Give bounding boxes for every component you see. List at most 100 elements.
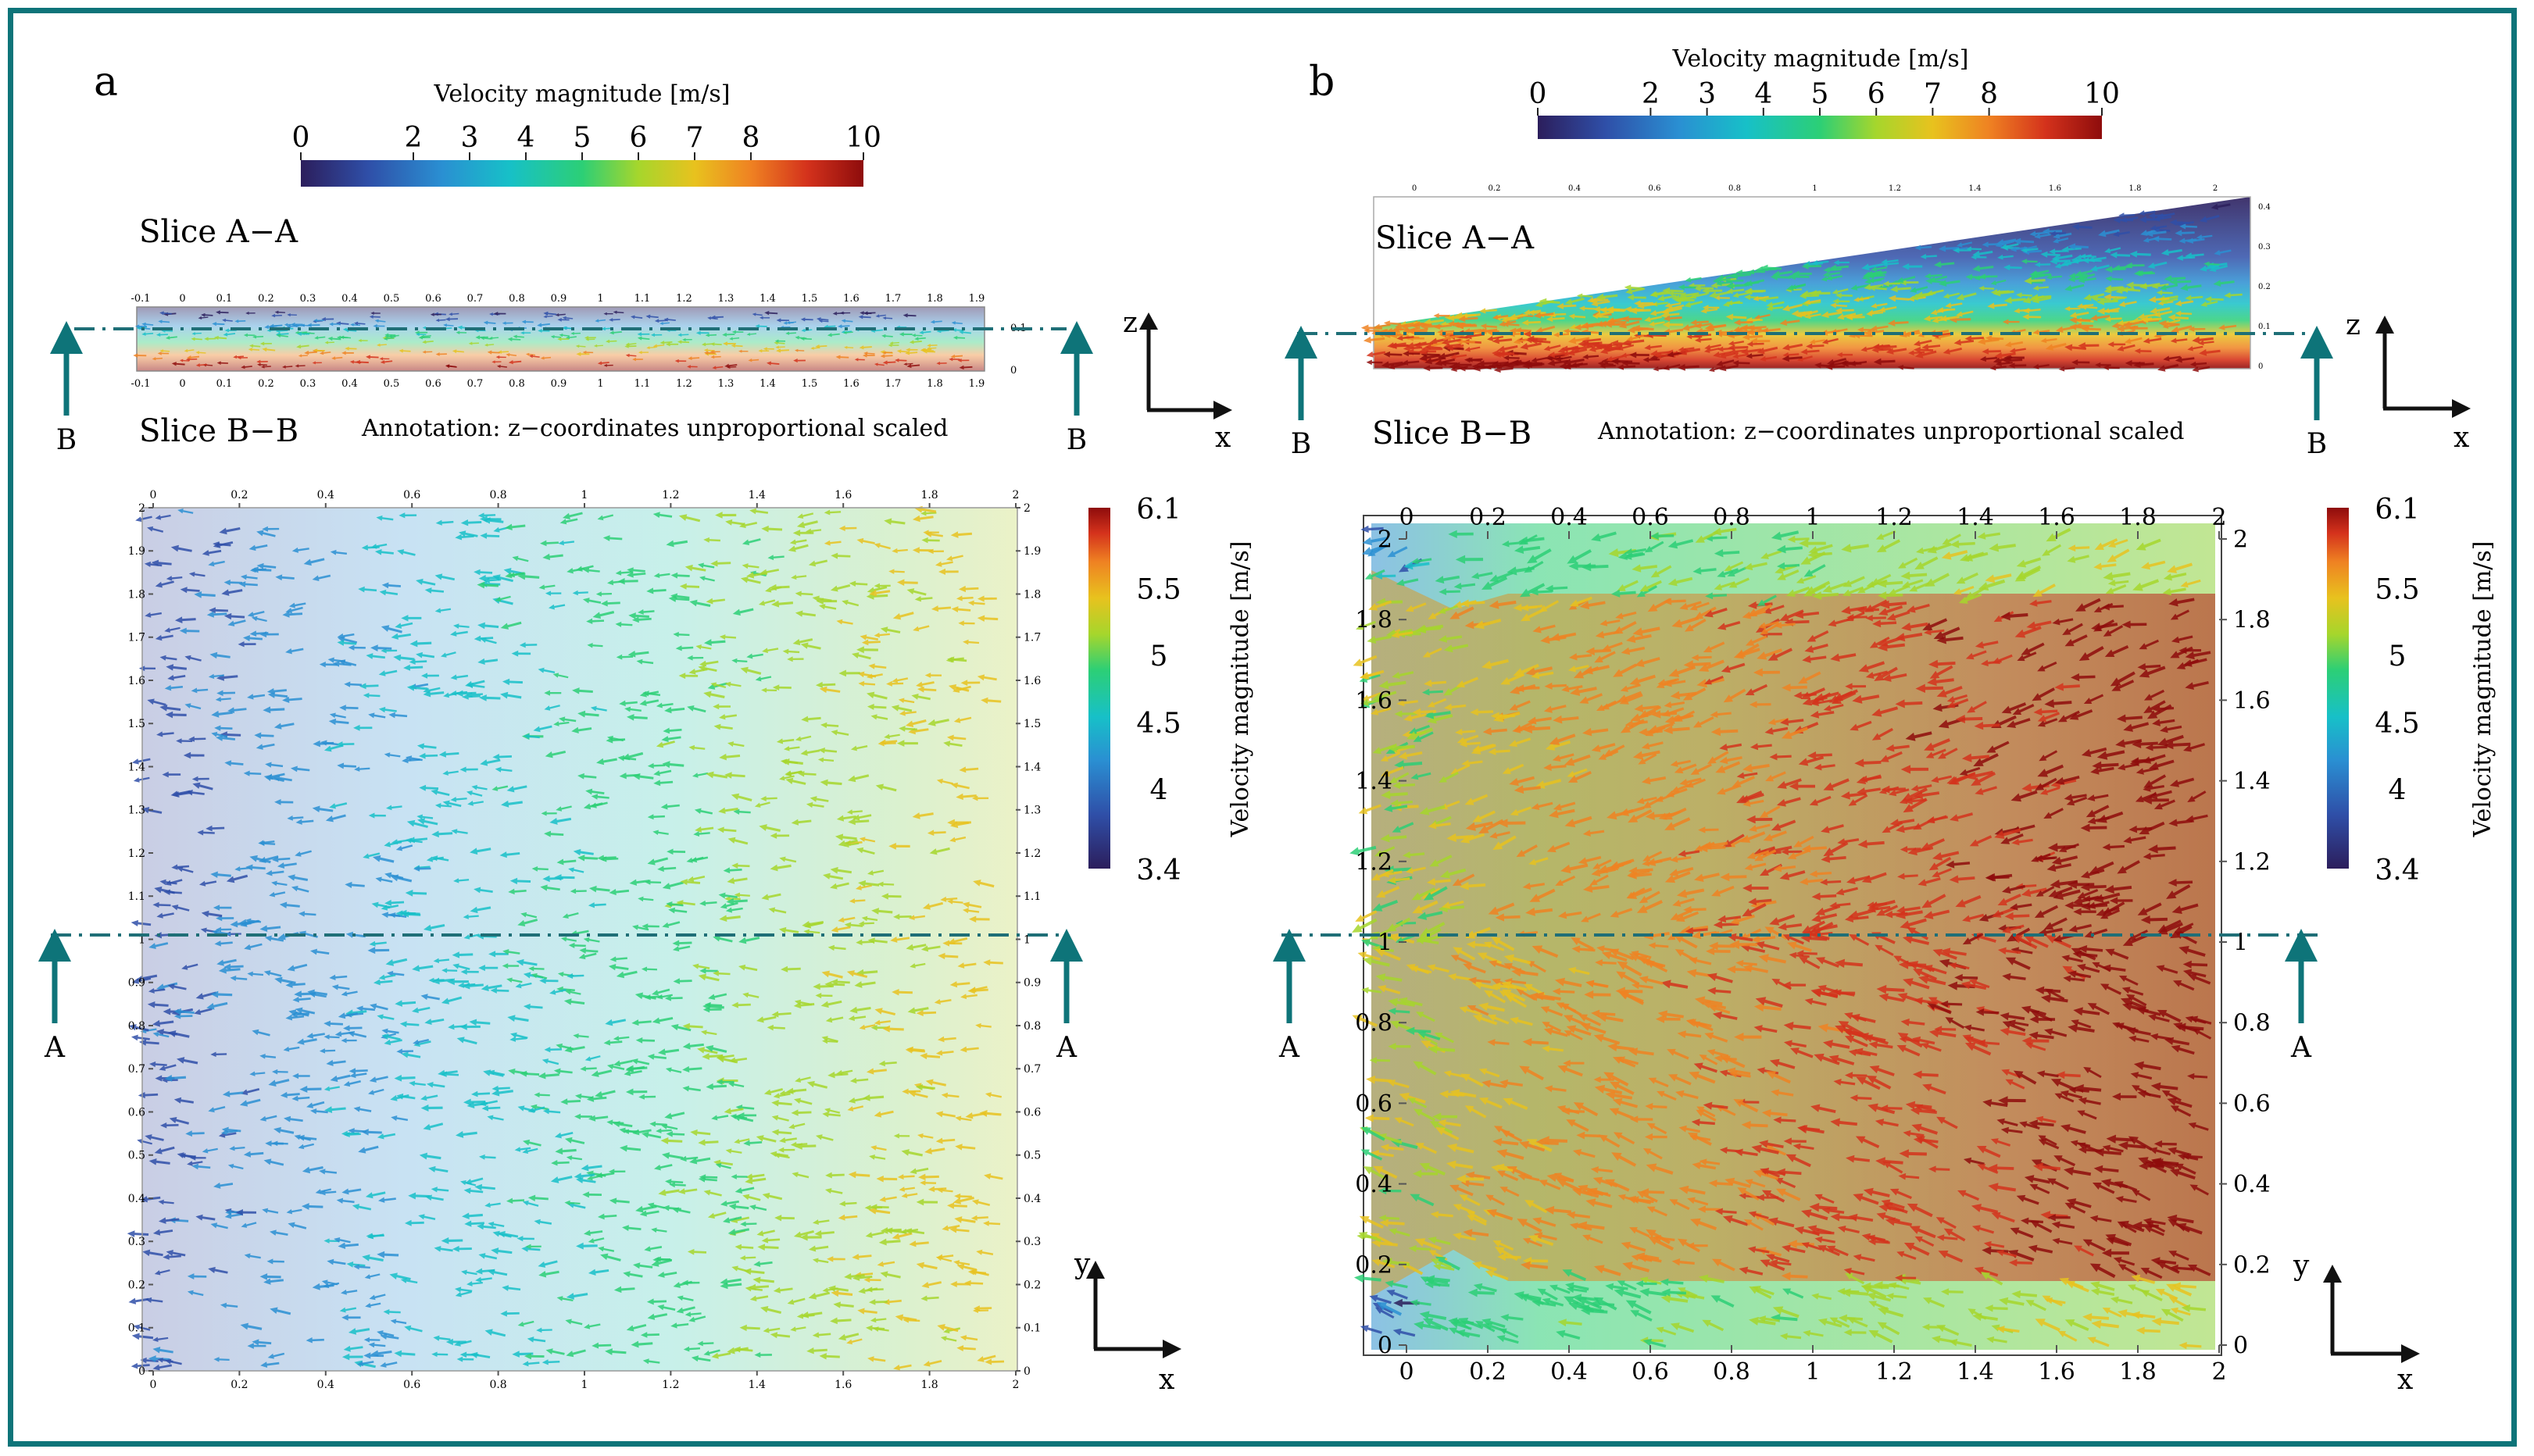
velocity-vector-glyph	[824, 1108, 841, 1114]
velocity-vector-glyph	[772, 684, 792, 691]
velocity-vector-glyph	[1871, 706, 1899, 717]
velocity-vector-glyph	[1449, 1089, 1477, 1098]
velocity-vector-glyph	[981, 697, 1002, 705]
velocity-vector-glyph	[223, 963, 244, 970]
velocity-vector-glyph	[1803, 564, 1826, 577]
velocity-vector-glyph	[214, 940, 233, 947]
section-tick-label-top: 0.3	[300, 293, 316, 305]
velocity-vector-glyph	[1902, 263, 1923, 270]
velocity-vector-glyph	[2169, 219, 2190, 226]
velocity-vector-glyph	[2054, 262, 2072, 269]
velocity-vector-glyph	[1950, 812, 1974, 822]
velocity-vector-glyph	[1616, 971, 1639, 986]
velocity-vector-glyph	[1921, 344, 1941, 350]
velocity-vector-glyph	[1986, 1336, 2007, 1344]
velocity-vector-glyph	[2046, 1178, 2069, 1190]
velocity-vector-glyph	[2110, 252, 2131, 259]
velocity-vector-glyph	[1865, 670, 1889, 680]
velocity-vector-glyph	[682, 1042, 704, 1050]
velocity-vector-glyph	[1880, 1104, 1903, 1112]
velocity-vector-glyph	[1703, 641, 1725, 653]
velocity-vector-glyph	[1564, 1030, 1583, 1040]
velocity-vector-glyph	[463, 914, 479, 919]
velocity-vector-glyph	[1569, 1222, 1592, 1231]
velocity-vector-glyph	[2037, 712, 2060, 723]
velocity-vector-glyph	[541, 811, 557, 816]
velocity-vector-glyph	[1941, 550, 1968, 560]
velocity-vector-glyph	[370, 1003, 388, 1011]
y-tick-label-left: 0.4	[128, 1193, 145, 1205]
velocity-vector-glyph	[1684, 619, 1707, 632]
velocity-vector-glyph	[1896, 1251, 1917, 1260]
velocity-vector-glyph	[471, 1090, 491, 1097]
velocity-vector-glyph	[1529, 888, 1556, 902]
velocity-vector-glyph	[1392, 1328, 1416, 1337]
velocity-vector-glyph	[1675, 1090, 1699, 1100]
velocity-vector-glyph	[313, 319, 324, 323]
velocity-vector-glyph	[664, 706, 685, 714]
velocity-vector-glyph	[216, 958, 237, 966]
velocity-vector-glyph	[2051, 1221, 2075, 1229]
velocity-vector-glyph	[483, 1069, 504, 1077]
velocity-vector-glyph	[868, 1299, 888, 1305]
y-tick-label-left: 0.3	[128, 1236, 145, 1248]
velocity-vector-glyph	[1755, 940, 1780, 951]
velocity-vector-glyph	[286, 324, 299, 329]
velocity-vector-glyph	[1591, 300, 1610, 307]
velocity-vector-glyph	[1427, 964, 1449, 973]
velocity-vector-glyph	[1764, 726, 1789, 735]
velocity-vector-glyph	[1907, 1203, 1933, 1218]
velocity-vector-glyph	[703, 639, 726, 646]
velocity-vector-glyph	[1463, 1229, 1489, 1237]
velocity-vector-glyph	[259, 1054, 277, 1059]
velocity-vector-glyph	[1699, 1158, 1721, 1165]
velocity-vector-glyph	[2013, 1070, 2037, 1085]
velocity-vector-glyph	[899, 332, 913, 337]
velocity-vector-glyph	[1424, 344, 1442, 350]
velocity-vector-glyph	[1928, 1029, 1957, 1038]
velocity-vector-glyph	[1751, 1144, 1779, 1154]
velocity-vector-glyph	[650, 333, 663, 337]
velocity-vector-glyph	[2111, 296, 2128, 302]
velocity-vector-glyph	[487, 1269, 508, 1276]
velocity-vector-glyph	[395, 910, 416, 917]
velocity-vector-glyph	[159, 879, 177, 885]
velocity-vector-glyph	[1610, 358, 1633, 366]
velocity-vector-glyph	[1531, 945, 1559, 958]
velocity-vector-glyph	[208, 1266, 228, 1274]
velocity-vector-glyph	[914, 596, 933, 602]
velocity-vector-glyph	[576, 1242, 598, 1250]
velocity-vector-glyph	[1804, 299, 1821, 305]
velocity-vector-glyph	[1714, 295, 1730, 301]
velocity-vector-glyph	[241, 1087, 260, 1096]
velocity-vector-glyph	[1684, 301, 1703, 308]
x-tick-label-top: 1	[581, 489, 588, 501]
velocity-vector-glyph	[2029, 230, 2047, 237]
velocity-vector-glyph	[2117, 762, 2139, 771]
y-tick-label-right: 1.1	[1024, 890, 1041, 903]
velocity-vector-glyph	[1668, 665, 1696, 677]
velocity-vector-glyph	[1562, 1269, 1587, 1281]
velocity-vector-glyph	[1381, 765, 1404, 777]
velocity-vector-glyph	[2054, 683, 2080, 691]
velocity-vector-glyph	[1757, 648, 1783, 660]
velocity-vector-glyph	[2044, 699, 2072, 708]
x-tick-label-top: 0.6	[403, 489, 420, 501]
velocity-vector-glyph	[1774, 622, 1796, 629]
velocity-vector-glyph	[2082, 1239, 2106, 1251]
velocity-vector-glyph	[1855, 1136, 1880, 1148]
velocity-vector-glyph	[1925, 573, 1950, 587]
velocity-vector-glyph	[1823, 778, 1850, 791]
velocity-vector-glyph	[756, 1135, 777, 1143]
velocity-vector-glyph	[728, 1203, 749, 1210]
velocity-vector-glyph	[956, 793, 977, 801]
velocity-vector-glyph	[339, 1307, 357, 1313]
velocity-vector-glyph	[1686, 1242, 1708, 1250]
velocity-vector-glyph	[1352, 1015, 1378, 1027]
velocity-vector-glyph	[1814, 1236, 1835, 1244]
velocity-vector-glyph	[1879, 600, 1907, 609]
velocity-vector-glyph	[1369, 1057, 1390, 1064]
velocity-vector-glyph	[145, 1297, 163, 1303]
velocity-vector-glyph	[1376, 1133, 1403, 1144]
velocity-vector-glyph	[2168, 1297, 2189, 1308]
